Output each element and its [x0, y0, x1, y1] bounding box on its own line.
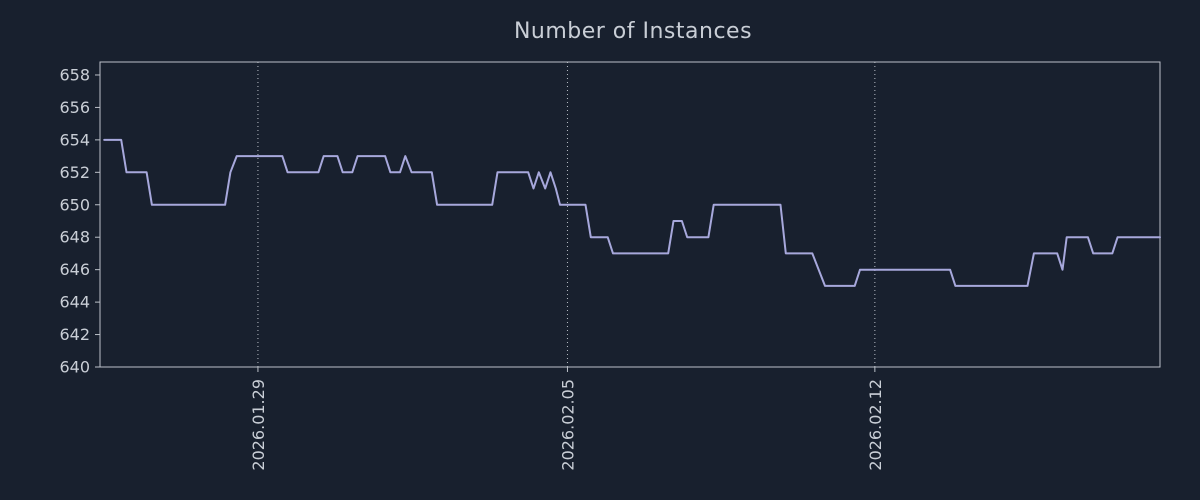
y-tick-label: 652 [59, 163, 90, 182]
x-tick-label: 2026.02.05 [558, 379, 577, 471]
chart-title: Number of Instances [514, 19, 752, 44]
plot-border [99, 61, 1161, 368]
y-tick-label: 644 [59, 293, 90, 312]
x-tick-label: 2026.01.29 [249, 379, 268, 471]
y-tick-label: 656 [59, 98, 90, 117]
y-tick-label: 642 [59, 325, 90, 344]
y-tick-label: 650 [59, 195, 90, 214]
y-tick-label: 654 [59, 130, 90, 149]
y-tick-label: 658 [59, 65, 90, 84]
y-tick-label: 646 [59, 260, 90, 279]
plot-area: 2026.01.29 2026.02.05 2026.02.12 640 642 644 6… [59, 61, 1161, 471]
y-tick-label: 648 [59, 228, 90, 247]
series-line [103, 138, 1161, 287]
x-tick-label: 2026.02.12 [866, 379, 885, 471]
y-tick-label: 640 [59, 358, 90, 377]
